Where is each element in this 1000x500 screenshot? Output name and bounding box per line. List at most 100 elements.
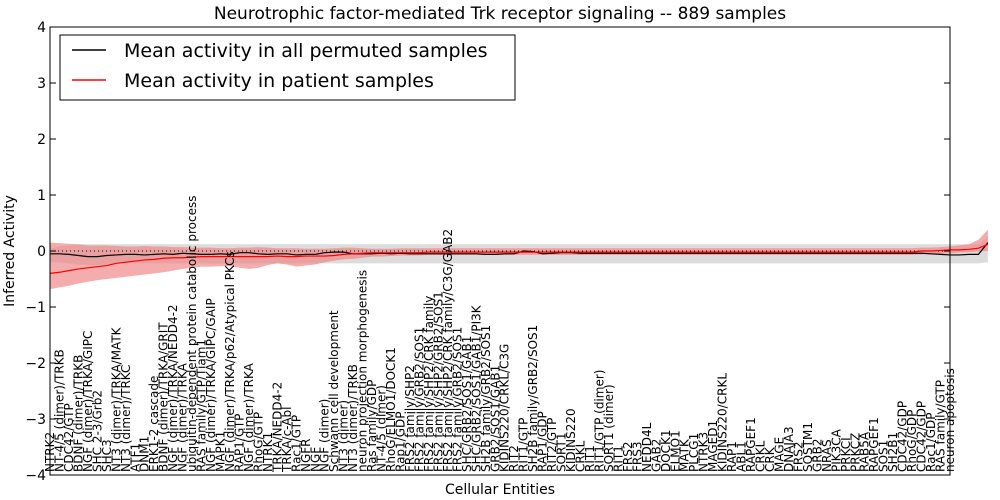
x-tick-label: MATK xyxy=(678,438,692,472)
y-tick-label: −2 xyxy=(25,356,46,372)
plot-frame xyxy=(49,26,951,476)
x-tick-label: FRS2 xyxy=(791,442,805,473)
x-tick-label: SHC 2-3/Grb2 xyxy=(90,390,104,472)
x-tick-label: RAS family/GTP/Tiam1 xyxy=(195,339,209,472)
x-tick-label: RAB5A xyxy=(858,431,872,472)
x-tick-label: RhoG/ELMO1/DOCK1 xyxy=(384,347,398,472)
x-tick-label: NGFR xyxy=(299,438,313,472)
x-tick-label: SHC/GRB2/SOS1/GAB1/PI3K xyxy=(469,304,483,472)
x-tick-label: KIDINS220/CRKL xyxy=(716,373,730,472)
chart-title: Neurotrophic factor-mediated Trk recepto… xyxy=(214,4,786,24)
legend-label-patient: Mean activity in patient samples xyxy=(124,70,434,92)
x-tick-label: SORT1 (dimer) xyxy=(602,384,616,472)
y-tick-label: −3 xyxy=(25,412,46,428)
x-tick-label: SORT1 xyxy=(555,433,569,473)
x-tick-label: TRKA/NEDD4-2 xyxy=(270,382,284,473)
x-tick-label: NGF (dimer)/TRKA/GIPC/GAIP xyxy=(204,298,218,472)
x-tick-label: FRS2 xyxy=(621,442,635,473)
x-tick-label: RAP1/GDP xyxy=(536,411,550,472)
x-tick-label: SHC/GRB2/SOS1/GAB1 xyxy=(460,336,474,472)
x-tick-label: Rap1/GDP xyxy=(394,412,408,473)
x-tick-label: BDNF (dimer)/TRKA/GRIT xyxy=(157,322,171,472)
x-tick-label: RIT2 xyxy=(507,445,521,472)
x-tick-label: RIT1/GTP xyxy=(517,418,531,472)
x-tick-label: RAP1/GTP xyxy=(232,414,246,472)
x-tick-label: Rac1/GDP xyxy=(924,413,938,472)
x-tick-label: NTRK1 xyxy=(261,432,275,472)
x-tick-label: RIT1 xyxy=(611,445,625,472)
x-tick-label: FRS2 family/SHP2/GRB2/SOS1 xyxy=(431,291,445,472)
x-tick-label: RAPGEF1 xyxy=(867,417,881,472)
x-tick-label: ubiquitin-dependent protein catabolic pr… xyxy=(185,196,199,472)
x-tick-label: PRKCI xyxy=(839,437,853,472)
x-tick-label: NGF (dimer)/TRKA/GIPC xyxy=(81,331,95,472)
x-tick-label: RAS family/GTP xyxy=(934,380,948,472)
x-tick-label: ERK1-2 cascade xyxy=(147,376,161,472)
x-tick-label: Rac1/GTP xyxy=(289,415,303,472)
x-tick-label: RAP1 xyxy=(725,441,739,472)
x-tick-label: ABL1 xyxy=(735,441,749,472)
x-tick-label: NGF (dimer)/TRKA/NEDD4-2 xyxy=(166,304,180,472)
x-tick-label: RAPGEF1 xyxy=(744,417,758,472)
x-tick-label: SH2B1 xyxy=(886,432,900,472)
x-tick-label: RhoG/GDP xyxy=(905,410,919,472)
x-tick-label: NGF (dimer)/TRKA xyxy=(242,362,256,472)
x-tick-label: NGF xyxy=(308,447,322,472)
x-tick-label: FRS2 family/SHP2/CRK family/C3G/GAB2 xyxy=(441,229,455,472)
x-tick-label: ELMO1 xyxy=(668,430,682,472)
x-tick-label: NTRK3 xyxy=(697,432,711,472)
x-tick-label: FRS2 family/SHP2 xyxy=(403,365,417,472)
x-tick-label: KIDINS220 xyxy=(564,408,578,472)
y-tick-label: 4 xyxy=(37,20,46,36)
x-tick-label: NT3 (dimer)/TRKC xyxy=(119,365,133,472)
x-tick-label: MAGE xyxy=(772,437,786,472)
x-tick-label: RhoG/GTP xyxy=(251,412,265,472)
legend-label-permuted: Mean activity in all permuted samples xyxy=(124,40,487,62)
y-tick-label: 2 xyxy=(37,132,46,148)
series-line-patient xyxy=(49,243,989,274)
x-tick-label: CDC42/GTP xyxy=(62,403,76,472)
legend: Mean activity in all permuted samples Me… xyxy=(59,34,516,101)
x-tick-label: NT-4/5 (dimer) xyxy=(375,385,389,472)
y-axis-label: Inferred Activity xyxy=(2,195,18,307)
x-tick-label: DOCK1 xyxy=(659,429,673,472)
x-tick-label: Ras family/GDP xyxy=(365,380,379,472)
x-tick-label: SQSTM1 xyxy=(801,422,815,472)
x-tick-label: CDC42/GDP xyxy=(915,401,929,472)
x-tick-label: FRS2 family/SHP2/CRK family xyxy=(422,296,436,472)
x-tick-label: NGF (dimer) xyxy=(318,399,332,472)
x-tick-label: PRKCZ xyxy=(848,433,862,472)
x-tick-label: NGF (dimer)/TRKA/p62/Atypical PKCs xyxy=(223,251,237,472)
legend-box xyxy=(59,34,516,101)
x-axis-label: Cellular Entities xyxy=(445,482,555,498)
x-tick-label: ATF1 xyxy=(128,443,142,472)
x-tick-label: GRB2/SOS1/GAB1 xyxy=(488,365,502,472)
x-tick-label: RIT1 xyxy=(583,445,597,472)
x-tick-label: DNAJA3 xyxy=(782,426,796,472)
x-tick-label: FRS2 family/GRB2/SOS1 xyxy=(412,327,426,472)
series-lines xyxy=(49,242,989,274)
band-patient xyxy=(50,229,988,290)
y-axis: 4 3 2 1 0 −1 −2 −3 −4 xyxy=(25,20,950,484)
y-tick-label: 3 xyxy=(37,76,46,92)
x-tick-label: NT-4/5 (dimer)/TRKB xyxy=(52,349,66,472)
x-tick-label: SH2B family/GRB2/SOS1 xyxy=(526,325,540,472)
x-tick-label: SOS1 xyxy=(877,440,891,472)
x-tick-label: BDNF (dimer)/TRKB xyxy=(71,355,85,472)
x-tick-label: RIT2/GTP xyxy=(545,418,559,472)
y-tick-label: 0 xyxy=(37,244,46,260)
x-tick-label: DNM1 xyxy=(138,436,152,472)
x-tick-label: GRB2 xyxy=(810,438,824,472)
y-tick-label: −1 xyxy=(25,300,46,316)
x-tick-label: MAGED1 xyxy=(706,420,720,472)
x-tick-label: PLCG1 xyxy=(687,433,701,472)
x-tick-label: NGF (dimer)/TRKA xyxy=(176,362,190,472)
y-tick-label: −4 xyxy=(25,468,46,484)
x-tick-label: TRKA/c-Abl xyxy=(280,407,294,473)
x-tick-label: FRS3 xyxy=(630,442,644,473)
x-tick-label: GAB2 xyxy=(649,439,663,472)
x-tick-label: MAPK1 xyxy=(214,431,228,472)
x-tick-label: NRAS xyxy=(820,439,834,472)
